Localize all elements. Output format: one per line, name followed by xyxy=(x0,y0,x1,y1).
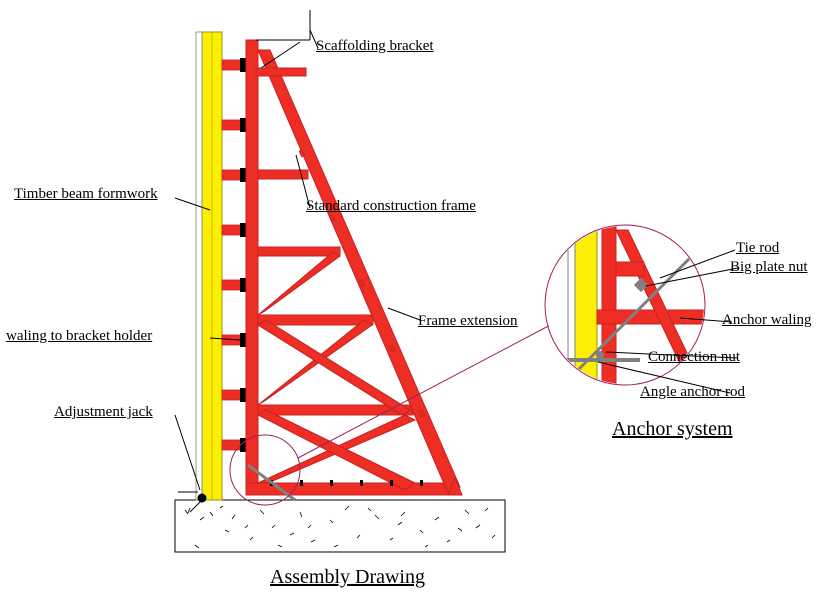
label-anchor-waling: Anchor waling xyxy=(722,312,812,329)
construction-frame xyxy=(246,40,462,495)
label-frame-extension: Frame extension xyxy=(418,313,518,330)
label-standard-construction: Standard construction frame xyxy=(306,198,476,215)
label-big-plate-nut: Big plate nut xyxy=(730,259,808,276)
title-anchor-system: Anchor system xyxy=(612,418,733,441)
label-connection-nut: Connection nut xyxy=(648,349,740,366)
label-waling-to-bracket-holder: waling to bracket holder xyxy=(6,328,152,345)
timber-beam-formwork xyxy=(196,32,222,500)
label-adjustment-jack: Adjustment jack xyxy=(54,404,153,421)
waling-clips xyxy=(240,58,246,452)
foundation xyxy=(175,500,505,552)
walings xyxy=(222,60,242,450)
scaffolding-bracket xyxy=(256,10,310,76)
label-angle-anchor-rod: Angle anchor rod xyxy=(640,384,745,401)
label-timber-beam-formwork: Timber beam formwork xyxy=(14,186,158,203)
label-tie-rod: Tie rod xyxy=(736,240,779,257)
title-assembly-drawing: Assembly Drawing xyxy=(270,566,425,589)
label-scaffolding-bracket: Scaffolding bracket xyxy=(316,38,434,55)
